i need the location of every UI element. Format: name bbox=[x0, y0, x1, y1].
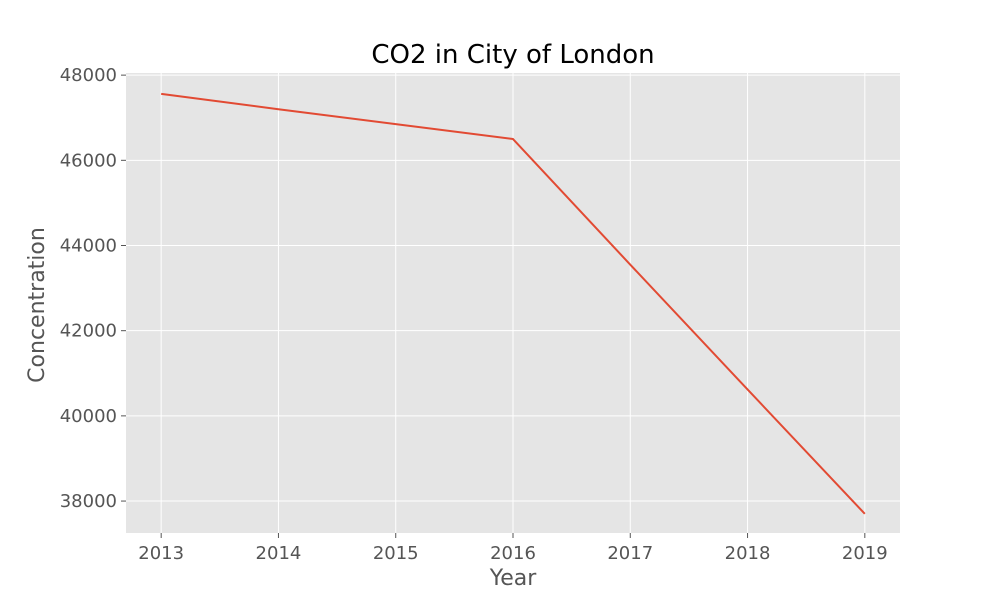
series-layer bbox=[161, 92, 866, 515]
x-tick-label: 2013 bbox=[138, 543, 184, 564]
y-tick-label: 48000 bbox=[60, 65, 117, 86]
tick-labels: 2013 2014 2015 2016 2017 2018 2019 38000 40000 42… bbox=[60, 65, 888, 564]
x-tick-label: 2016 bbox=[490, 543, 536, 564]
y-tick-label: 40000 bbox=[60, 406, 117, 427]
y-tick-label: 42000 bbox=[60, 321, 117, 342]
y-axis-label: Concentration bbox=[25, 227, 50, 383]
y-tick-label: 38000 bbox=[60, 491, 117, 512]
x-tick-label: 2014 bbox=[256, 543, 302, 564]
chart-title: CO2 in City of London bbox=[371, 40, 654, 70]
y-tick-label: 46000 bbox=[60, 150, 117, 171]
y-tick-label: 44000 bbox=[60, 236, 117, 257]
x-tick-label: 2019 bbox=[842, 543, 888, 564]
x-tick-label: 2018 bbox=[725, 543, 771, 564]
grid-lines bbox=[121, 73, 900, 538]
x-tick-label: 2015 bbox=[373, 543, 419, 564]
x-axis-label: Year bbox=[489, 566, 538, 591]
x-tick-label: 2017 bbox=[607, 543, 653, 564]
